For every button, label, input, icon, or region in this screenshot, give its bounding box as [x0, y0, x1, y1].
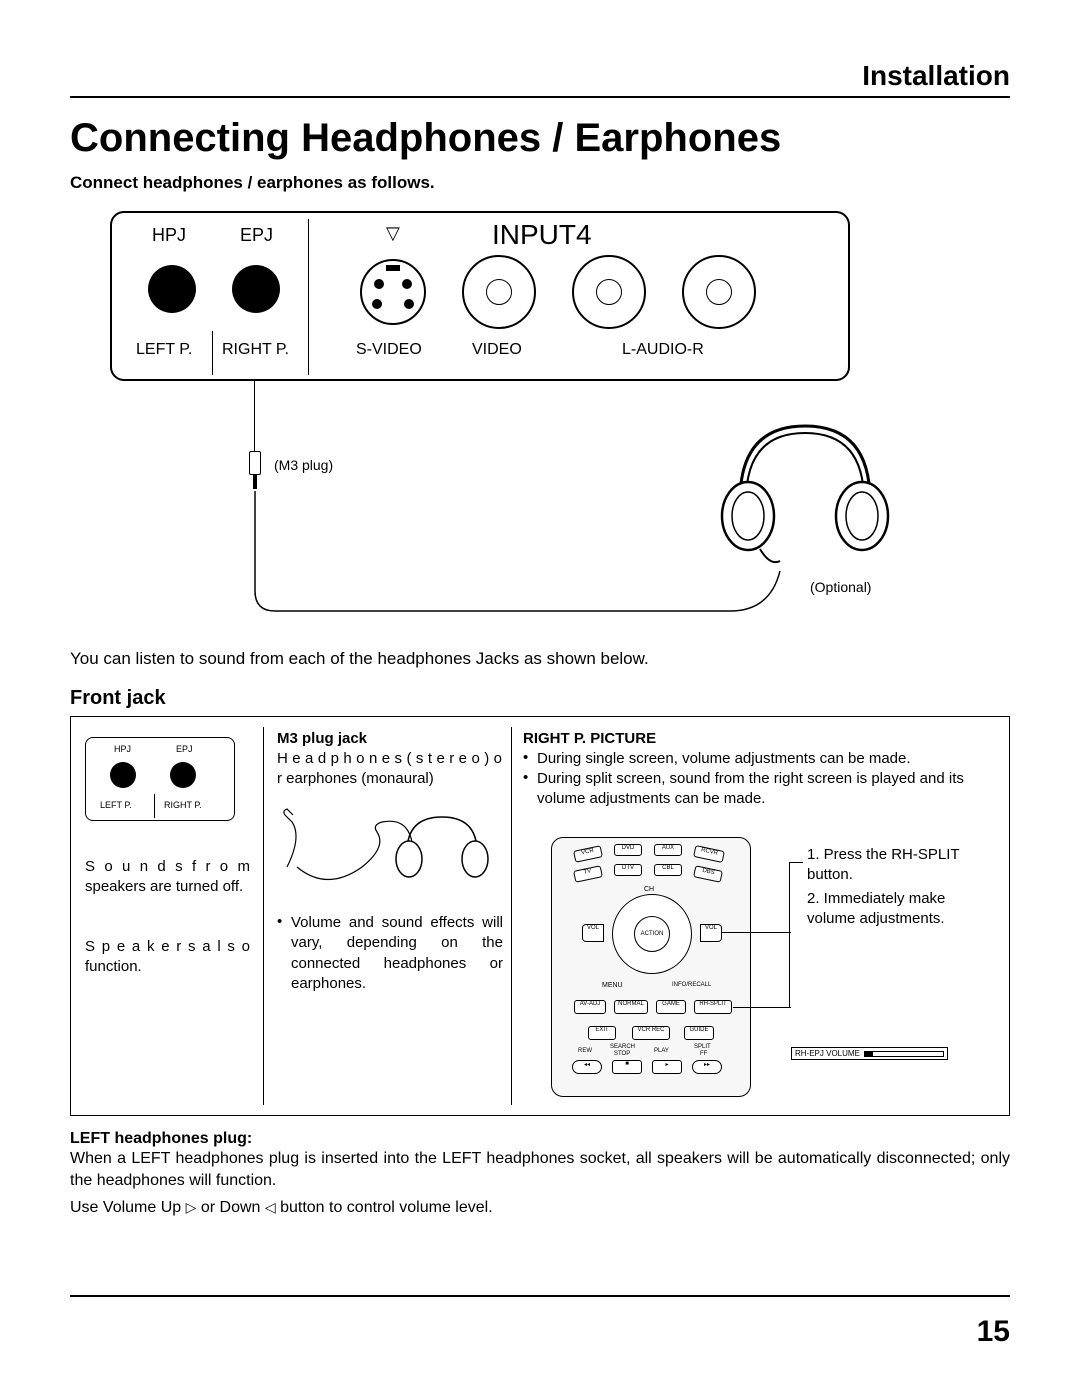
col1-text-b: S p e a k e r s a l s o function.: [85, 937, 250, 978]
triangle-icon: ▽: [386, 223, 400, 244]
label-m3plug: (M3 plug): [274, 457, 333, 473]
remote-rhsplit: RH-SPLIT: [694, 1000, 732, 1014]
page-number: 15: [977, 1315, 1010, 1349]
m3-head: M3 plug jack: [277, 729, 367, 749]
step1: 1. Press the RH-SPLIT button.: [807, 845, 997, 886]
volume-bar: RH-EPJ VOLUME: [791, 1047, 948, 1060]
front-jack-box: HPJ EPJ LEFT P. RIGHT P. S o u n d s f r…: [70, 716, 1010, 1116]
front-jack-heading: Front jack: [70, 687, 1010, 710]
mini-panel: HPJ EPJ LEFT P. RIGHT P.: [85, 737, 235, 821]
section-header: Installation: [862, 60, 1010, 92]
remote-dtv: DTV: [614, 864, 642, 876]
label-epj: EPJ: [240, 225, 273, 246]
rp-head: RIGHT P. PICTURE: [523, 729, 656, 749]
jack-video: [462, 255, 536, 329]
remote-vol-right: VOL: [700, 924, 722, 942]
label-audio: L-AUDIO-R: [622, 341, 704, 359]
left-plug-body2: Use Volume Up ▷ or Down ◁ button to cont…: [70, 1197, 1010, 1219]
remote-avadj: AV-ADJ: [574, 1000, 606, 1014]
remote-stop: ■: [612, 1060, 642, 1074]
remote-action: ACTION: [634, 916, 670, 952]
label-leftp: LEFT P.: [136, 341, 192, 359]
label-hpj: HPJ: [152, 225, 186, 246]
triangle-left-icon: ◁: [265, 1199, 276, 1215]
mini-jack-r: [170, 762, 196, 788]
remote-ch-label: CH: [644, 886, 654, 893]
remote-split-lbl: SPLIT: [694, 1044, 711, 1050]
label-optional: (Optional): [810, 579, 871, 595]
rp-b1: During single screen, volume adjustments…: [537, 749, 997, 769]
jack-epj: [232, 265, 280, 313]
remote-ff-lbl: FF: [700, 1051, 707, 1057]
remote-vcr: VCR: [573, 845, 603, 863]
label-video: VIDEO: [472, 341, 522, 359]
remote-aux: AUX: [654, 844, 682, 856]
m3-body1: H e a d p h o n e s ( s t e r e o ) o r …: [277, 749, 502, 790]
connector-panel: HPJ EPJ LEFT P. RIGHT P. ▽ INPUT4 S-VIDE…: [110, 211, 850, 381]
left-plug-body1: When a LEFT headphones plug is inserted …: [70, 1148, 1010, 1191]
rp-b2: During split screen, sound from the righ…: [537, 769, 997, 810]
triangle-right-icon: ▷: [186, 1199, 197, 1215]
mini-rightp: RIGHT P.: [164, 800, 202, 810]
jack-audio-r: [682, 255, 756, 329]
remote-rew: ◂◂: [572, 1060, 602, 1074]
remote-tv: TV: [573, 865, 603, 883]
remote-play: ▸: [652, 1060, 682, 1074]
remote-normal: NORMAL: [614, 1000, 648, 1014]
jack-svideo: [360, 259, 426, 325]
jack-hpj: [148, 265, 196, 313]
remote-cbl: CBL: [654, 864, 682, 876]
headphones-small-icon: [277, 797, 497, 897]
mini-epj: EPJ: [176, 744, 193, 754]
volume-bar-label: RH-EPJ VOLUME: [795, 1049, 860, 1058]
remote-menu: MENU: [602, 982, 623, 989]
label-svideo: S-VIDEO: [356, 341, 422, 359]
remote-game: GAME: [656, 1000, 686, 1014]
rule-bottom: [70, 1295, 1010, 1297]
body-text-1: You can listen to sound from each of the…: [70, 649, 1010, 669]
remote-stop-lbl: STOP: [614, 1051, 630, 1057]
remote-guide: GUIDE: [684, 1026, 714, 1040]
rule-top: [70, 96, 1010, 98]
remote-dbs: DBS: [693, 865, 723, 883]
intro-text: Connect headphones / earphones as follow…: [70, 173, 1010, 193]
remote-exit: EXIT: [588, 1026, 616, 1040]
remote-info: INFO/RECALL: [672, 982, 711, 988]
remote-rew-lbl: REW: [578, 1048, 592, 1054]
remote-control: VCR DVD AUX RCVR TV DTV CBL DBS CH ACTIO…: [551, 837, 751, 1097]
mini-leftp: LEFT P.: [100, 800, 132, 810]
m3-bullet: Volume and sound effects will vary, depe…: [291, 913, 503, 994]
headphones-icon: [710, 401, 900, 571]
remote-play-lbl: PLAY: [654, 1048, 669, 1054]
remote-vcrrec: VCR REC: [632, 1026, 670, 1040]
remote-vol-left: VOL: [582, 924, 604, 942]
left-plug-heading: LEFT headphones plug:: [70, 1130, 1010, 1148]
remote-search-lbl: SEARCH: [610, 1044, 635, 1050]
remote-rcvr: RCVR: [693, 845, 725, 863]
mini-jack-l: [110, 762, 136, 788]
label-rightp: RIGHT P.: [222, 341, 289, 359]
wiring-diagram: (M3 plug) (Optional): [70, 381, 1010, 641]
remote-dvd: DVD: [614, 844, 642, 856]
col1-text-a: S o u n d s f r o m speakers are turned …: [85, 857, 250, 898]
page-title: Connecting Headphones / Earphones: [70, 116, 1010, 161]
label-input4: INPUT4: [492, 219, 592, 251]
mini-hpj: HPJ: [114, 744, 131, 754]
remote-ff: ▸▸: [692, 1060, 722, 1074]
step2: 2. Immediately make volume adjustments.: [807, 889, 997, 930]
jack-audio-l: [572, 255, 646, 329]
